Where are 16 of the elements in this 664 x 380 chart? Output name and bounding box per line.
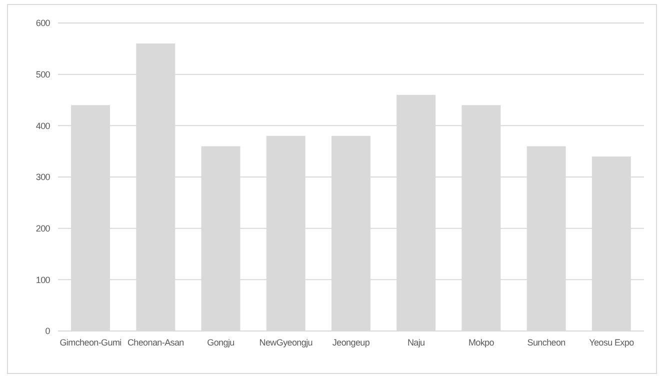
- x-tick-label: Gimcheon-Gumi: [60, 337, 122, 348]
- y-tick-label: 600: [36, 18, 50, 28]
- y-tick-label: 200: [36, 224, 50, 234]
- x-tick-label: Mokpo: [468, 337, 494, 348]
- y-tick-label: 300: [36, 172, 50, 182]
- y-tick-label: 400: [36, 120, 50, 131]
- x-tick-label: Jeongeup: [332, 337, 370, 348]
- x-tick-label: NewGyeongju: [259, 337, 313, 348]
- x-tick-label: Yeosu Expo: [589, 337, 634, 348]
- x-tick-label: Suncheon: [527, 337, 566, 348]
- y-tick-label: 500: [36, 70, 50, 80]
- x-tick-label: Cheonan-Asan: [127, 337, 184, 348]
- y-tick-label: 0: [45, 326, 50, 336]
- y-tick-label: 100: [36, 274, 50, 285]
- x-tick-label: Gongju: [207, 337, 235, 348]
- x-tick-label: Naju: [407, 337, 426, 348]
